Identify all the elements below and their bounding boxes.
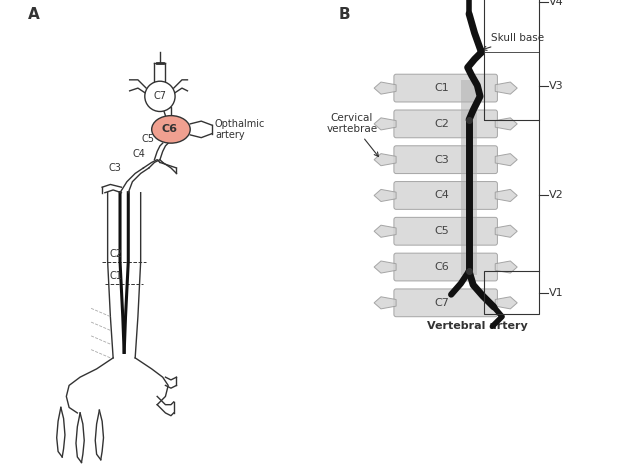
Text: C6: C6: [162, 124, 178, 134]
Polygon shape: [495, 154, 517, 166]
Text: B: B: [338, 7, 350, 22]
Circle shape: [145, 81, 175, 111]
Text: C7: C7: [154, 91, 166, 102]
Text: C6: C6: [434, 262, 449, 272]
Text: V3: V3: [549, 81, 564, 91]
Polygon shape: [374, 82, 396, 94]
Text: Opthalmic
artery: Opthalmic artery: [215, 118, 265, 140]
Text: C5: C5: [434, 226, 449, 236]
Polygon shape: [374, 154, 396, 166]
Text: V1: V1: [549, 287, 564, 298]
FancyBboxPatch shape: [394, 253, 497, 281]
Text: A: A: [28, 7, 40, 22]
FancyBboxPatch shape: [394, 74, 497, 102]
FancyBboxPatch shape: [394, 289, 497, 317]
Polygon shape: [374, 118, 396, 130]
Polygon shape: [495, 118, 517, 130]
Polygon shape: [374, 190, 396, 202]
Text: C2: C2: [109, 249, 123, 259]
Ellipse shape: [152, 116, 190, 143]
Text: C1: C1: [109, 271, 123, 281]
Text: V4: V4: [549, 0, 564, 7]
FancyBboxPatch shape: [394, 110, 497, 138]
Text: C4: C4: [133, 149, 146, 159]
Polygon shape: [374, 261, 396, 273]
Text: C3: C3: [108, 163, 121, 173]
FancyBboxPatch shape: [394, 146, 497, 174]
FancyBboxPatch shape: [394, 217, 497, 245]
Text: C2: C2: [434, 119, 449, 129]
Text: Cervical
vertebrae: Cervical vertebrae: [327, 112, 379, 156]
Text: C7: C7: [434, 298, 449, 308]
Text: V2: V2: [549, 190, 564, 200]
Text: Skull base: Skull base: [482, 33, 544, 51]
Polygon shape: [495, 297, 517, 309]
Polygon shape: [495, 225, 517, 237]
Polygon shape: [495, 190, 517, 202]
Text: Vertebral artery: Vertebral artery: [427, 321, 528, 331]
Polygon shape: [495, 82, 517, 94]
FancyBboxPatch shape: [394, 182, 497, 209]
Bar: [461, 80, 477, 275]
Polygon shape: [374, 297, 396, 309]
Text: C5: C5: [141, 134, 154, 144]
Text: C1: C1: [434, 83, 449, 93]
Text: C3: C3: [434, 154, 449, 165]
Polygon shape: [374, 225, 396, 237]
Polygon shape: [495, 261, 517, 273]
Bar: [484, 271, 539, 314]
Bar: [484, 0, 539, 120]
Text: C4: C4: [434, 190, 449, 200]
